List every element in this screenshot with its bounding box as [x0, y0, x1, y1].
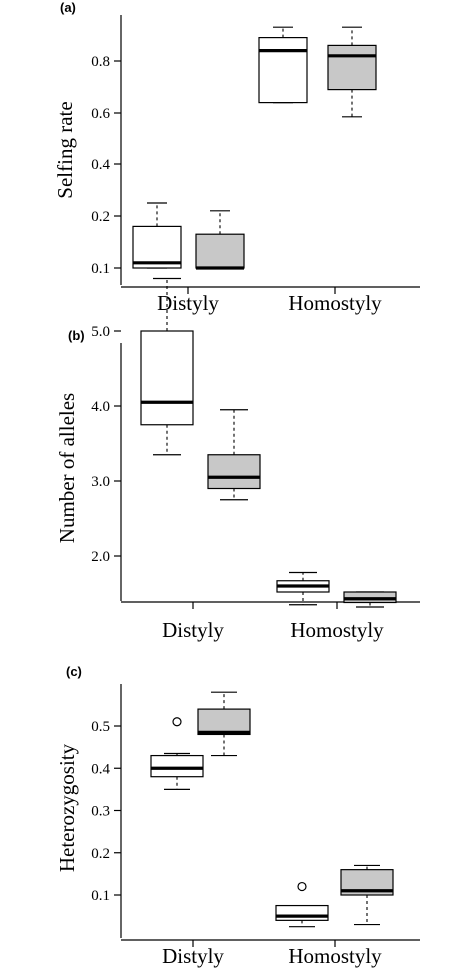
y-tick-label: 0.3: [91, 804, 110, 820]
box-white: [132, 225, 182, 269]
x-category-label: Homostyly: [288, 291, 382, 315]
box-white: [275, 904, 329, 921]
panel-label: (b): [68, 328, 85, 343]
y-tick-label: 0.2: [91, 209, 110, 225]
y-tick-label: 0.1: [91, 888, 110, 904]
y-tick-label: 0.4: [91, 157, 110, 173]
y-tick-label: 0.6: [91, 106, 110, 122]
box-white: [258, 36, 308, 104]
y-axis-title: Selfing rate: [53, 101, 77, 198]
box-grey: [207, 454, 261, 490]
y-axis-title: Number of alleles: [55, 393, 79, 543]
panel-label: (a): [60, 0, 76, 15]
y-tick-label: 4.0: [91, 399, 110, 415]
y-tick-label: 0.1: [91, 261, 110, 277]
box-white: [140, 330, 194, 426]
box-grey: [197, 708, 251, 736]
y-tick-label: 2.0: [91, 549, 110, 565]
box-grey: [195, 233, 245, 269]
y-tick-label: 0.8: [91, 54, 110, 70]
box-grey: [327, 44, 377, 91]
outlier-point: [172, 717, 182, 727]
y-axis-title: Heterozygosity: [55, 743, 79, 872]
outlier-point: [297, 881, 307, 892]
x-category-label: Homostyly: [290, 618, 384, 642]
y-tick-label: 0.2: [91, 846, 110, 862]
x-category-label: Distyly: [157, 291, 219, 315]
y-tick-label: 0.4: [91, 761, 110, 777]
x-category-label: Distyly: [162, 618, 224, 642]
panel-label: (c): [66, 664, 82, 679]
box-white: [150, 754, 204, 778]
y-tick-label: 3.0: [91, 474, 110, 490]
x-category-label: Homostyly: [288, 944, 382, 968]
y-tick-label: 0.5: [91, 719, 110, 735]
x-category-label: Distyly: [162, 944, 224, 968]
y-tick-label: 5.0: [91, 324, 110, 340]
